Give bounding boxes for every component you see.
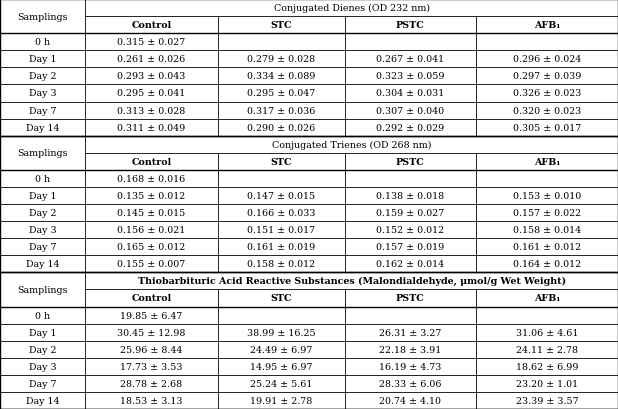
Text: 0.317 ± 0.036: 0.317 ± 0.036 [247, 106, 315, 115]
Text: Day 7: Day 7 [29, 379, 56, 388]
Text: 0 h: 0 h [35, 38, 50, 47]
Text: 0.158 ± 0.014: 0.158 ± 0.014 [513, 226, 581, 234]
Text: 0.159 ± 0.027: 0.159 ± 0.027 [376, 209, 444, 218]
Text: Thiobarbituric Acid Reactive Substances (Malondialdehyde, μmol/g Wet Weight): Thiobarbituric Acid Reactive Substances … [138, 276, 565, 286]
Text: 0.267 ± 0.041: 0.267 ± 0.041 [376, 55, 444, 64]
Text: 0.311 ± 0.049: 0.311 ± 0.049 [117, 124, 185, 132]
Text: Conjugated Trienes (OD 268 nm): Conjugated Trienes (OD 268 nm) [272, 140, 431, 149]
Text: Day 14: Day 14 [26, 124, 59, 132]
Text: 0.165 ± 0.012: 0.165 ± 0.012 [117, 243, 185, 252]
Text: Day 3: Day 3 [29, 89, 56, 98]
Text: 25.24 ± 5.61: 25.24 ± 5.61 [250, 379, 312, 388]
Text: 0.295 ± 0.047: 0.295 ± 0.047 [247, 89, 315, 98]
Text: 0 h: 0 h [35, 175, 50, 183]
Text: 0.162 ± 0.014: 0.162 ± 0.014 [376, 260, 444, 269]
Text: 0.320 ± 0.023: 0.320 ± 0.023 [513, 106, 581, 115]
Text: Control: Control [131, 21, 172, 30]
Text: 0.166 ± 0.033: 0.166 ± 0.033 [247, 209, 315, 218]
Text: 26.31 ± 3.27: 26.31 ± 3.27 [379, 328, 441, 337]
Text: 0.297 ± 0.039: 0.297 ± 0.039 [513, 72, 581, 81]
Text: 0.161 ± 0.012: 0.161 ± 0.012 [513, 243, 581, 252]
Text: AFB₁: AFB₁ [534, 157, 560, 166]
Text: 24.11 ± 2.78: 24.11 ± 2.78 [516, 345, 578, 354]
Text: 18.53 ± 3.13: 18.53 ± 3.13 [120, 396, 183, 405]
Text: Day 3: Day 3 [29, 362, 56, 371]
Text: 0.155 ± 0.007: 0.155 ± 0.007 [117, 260, 185, 269]
Text: AFB₁: AFB₁ [534, 294, 560, 303]
Text: PSTC: PSTC [396, 157, 425, 166]
Text: 0.151 ± 0.017: 0.151 ± 0.017 [247, 226, 315, 234]
Text: Day 7: Day 7 [29, 106, 56, 115]
Text: 0.313 ± 0.028: 0.313 ± 0.028 [117, 106, 185, 115]
Text: Samplings: Samplings [17, 149, 68, 158]
Text: Day 1: Day 1 [29, 191, 56, 200]
Text: 0.147 ± 0.015: 0.147 ± 0.015 [247, 191, 315, 200]
Text: AFB₁: AFB₁ [534, 21, 560, 30]
Text: STC: STC [271, 294, 292, 303]
Text: 20.74 ± 4.10: 20.74 ± 4.10 [379, 396, 441, 405]
Text: 0.323 ± 0.059: 0.323 ± 0.059 [376, 72, 444, 81]
Text: 0.135 ± 0.012: 0.135 ± 0.012 [117, 191, 185, 200]
Text: 16.19 ± 4.73: 16.19 ± 4.73 [379, 362, 441, 371]
Text: Day 14: Day 14 [26, 396, 59, 405]
Text: 0.334 ± 0.089: 0.334 ± 0.089 [247, 72, 315, 81]
Text: 23.20 ± 1.01: 23.20 ± 1.01 [516, 379, 578, 388]
Text: Day 1: Day 1 [29, 55, 56, 64]
Text: 0.292 ± 0.029: 0.292 ± 0.029 [376, 124, 444, 132]
Text: 0.168 ± 0.016: 0.168 ± 0.016 [117, 175, 185, 183]
Text: 0 h: 0 h [35, 311, 50, 320]
Text: Day 1: Day 1 [29, 328, 56, 337]
Text: 22.18 ± 3.91: 22.18 ± 3.91 [379, 345, 441, 354]
Text: 0.138 ± 0.018: 0.138 ± 0.018 [376, 191, 444, 200]
Text: 0.164 ± 0.012: 0.164 ± 0.012 [513, 260, 581, 269]
Text: PSTC: PSTC [396, 21, 425, 30]
Text: Samplings: Samplings [17, 13, 68, 22]
Text: 31.06 ± 4.61: 31.06 ± 4.61 [516, 328, 578, 337]
Text: Conjugated Dienes (OD 232 nm): Conjugated Dienes (OD 232 nm) [274, 4, 430, 13]
Text: Control: Control [131, 157, 172, 166]
Text: 28.33 ± 6.06: 28.33 ± 6.06 [379, 379, 442, 388]
Text: 0.305 ± 0.017: 0.305 ± 0.017 [513, 124, 581, 132]
Text: Day 14: Day 14 [26, 260, 59, 269]
Text: Day 2: Day 2 [29, 345, 56, 354]
Text: Day 2: Day 2 [29, 209, 56, 218]
Text: Day 7: Day 7 [29, 243, 56, 252]
Text: Control: Control [131, 294, 172, 303]
Text: 0.261 ± 0.026: 0.261 ± 0.026 [117, 55, 185, 64]
Text: 0.326 ± 0.023: 0.326 ± 0.023 [513, 89, 581, 98]
Text: 0.296 ± 0.024: 0.296 ± 0.024 [513, 55, 581, 64]
Text: STC: STC [271, 21, 292, 30]
Text: 0.295 ± 0.041: 0.295 ± 0.041 [117, 89, 185, 98]
Text: 0.152 ± 0.012: 0.152 ± 0.012 [376, 226, 444, 234]
Text: 0.158 ± 0.012: 0.158 ± 0.012 [247, 260, 315, 269]
Text: 0.315 ± 0.027: 0.315 ± 0.027 [117, 38, 185, 47]
Text: 0.293 ± 0.043: 0.293 ± 0.043 [117, 72, 185, 81]
Text: 14.95 ± 6.97: 14.95 ± 6.97 [250, 362, 313, 371]
Text: 30.45 ± 12.98: 30.45 ± 12.98 [117, 328, 185, 337]
Text: 0.157 ± 0.019: 0.157 ± 0.019 [376, 243, 444, 252]
Text: 0.145 ± 0.015: 0.145 ± 0.015 [117, 209, 185, 218]
Text: 24.49 ± 6.97: 24.49 ± 6.97 [250, 345, 312, 354]
Text: Samplings: Samplings [17, 285, 68, 294]
Text: 0.161 ± 0.019: 0.161 ± 0.019 [247, 243, 315, 252]
Text: 0.290 ± 0.026: 0.290 ± 0.026 [247, 124, 315, 132]
Text: 0.153 ± 0.010: 0.153 ± 0.010 [513, 191, 581, 200]
Text: 0.307 ± 0.040: 0.307 ± 0.040 [376, 106, 444, 115]
Text: 0.279 ± 0.028: 0.279 ± 0.028 [247, 55, 315, 64]
Text: PSTC: PSTC [396, 294, 425, 303]
Text: 0.156 ± 0.021: 0.156 ± 0.021 [117, 226, 185, 234]
Text: 19.85 ± 6.47: 19.85 ± 6.47 [121, 311, 182, 320]
Text: 25.96 ± 8.44: 25.96 ± 8.44 [121, 345, 182, 354]
Text: 18.62 ± 6.99: 18.62 ± 6.99 [515, 362, 578, 371]
Text: Day 2: Day 2 [29, 72, 56, 81]
Text: 0.157 ± 0.022: 0.157 ± 0.022 [513, 209, 581, 218]
Text: 19.91 ± 2.78: 19.91 ± 2.78 [250, 396, 312, 405]
Text: Day 3: Day 3 [29, 226, 56, 234]
Text: STC: STC [271, 157, 292, 166]
Text: 28.78 ± 2.68: 28.78 ± 2.68 [121, 379, 182, 388]
Text: 0.304 ± 0.031: 0.304 ± 0.031 [376, 89, 444, 98]
Text: 23.39 ± 3.57: 23.39 ± 3.57 [515, 396, 578, 405]
Text: 17.73 ± 3.53: 17.73 ± 3.53 [120, 362, 183, 371]
Text: 38.99 ± 16.25: 38.99 ± 16.25 [247, 328, 316, 337]
